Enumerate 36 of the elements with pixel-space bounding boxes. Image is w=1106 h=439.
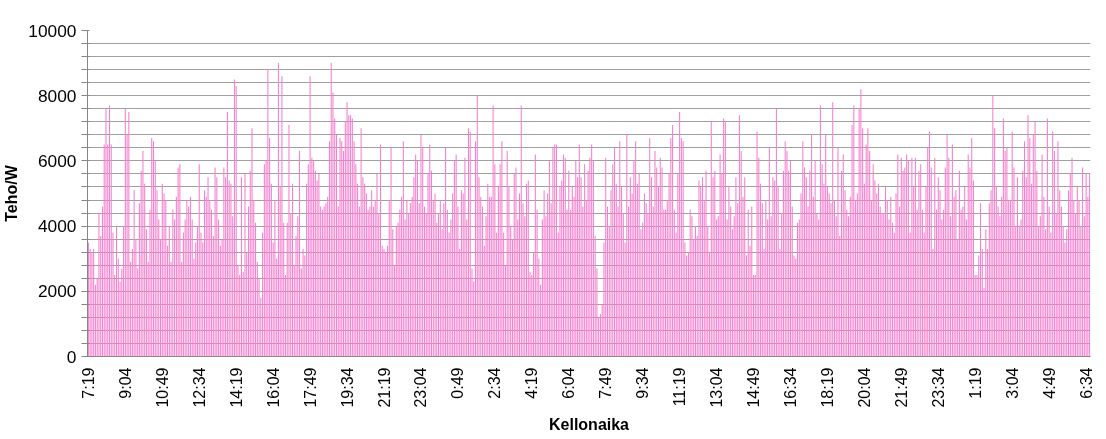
x-tick-label: 21:49 (892, 367, 910, 408)
x-tick-label: 19:34 (338, 367, 356, 408)
x-tick-label: 18:19 (818, 367, 836, 408)
x-tick-label: 4:19 (523, 367, 541, 399)
x-tick-label: 20:04 (855, 367, 873, 408)
x-tick-label: 0:49 (449, 367, 467, 399)
y-tick-label: 10000 (28, 20, 77, 41)
y-tick-label: 2000 (37, 281, 77, 302)
x-tick-label: 9:04 (116, 367, 134, 399)
y-axis-title: Teho/W (3, 164, 21, 222)
x-tick-label: 14:19 (227, 367, 245, 408)
x-tick-label: 7:19 (79, 367, 97, 399)
x-tick-label: 3:04 (1003, 367, 1021, 399)
x-tick-label: 4:49 (1040, 367, 1058, 399)
x-tick-label: 23:04 (412, 367, 430, 408)
x-tick-label: 1:19 (966, 367, 984, 399)
x-axis-title: Kellonaika (548, 415, 630, 433)
x-tick-label: 16:34 (781, 367, 799, 408)
x-tick-label: 6:04 (560, 367, 578, 399)
x-tick-label: 7:49 (597, 367, 615, 399)
x-tick-label: 21:19 (375, 367, 393, 408)
y-tick-label: 8000 (37, 85, 77, 106)
y-tick-label: 0 (66, 346, 77, 367)
x-tick-label: 23:34 (929, 367, 947, 408)
x-tick-label: 9:34 (634, 367, 652, 399)
y-tick-label: 6000 (37, 150, 77, 171)
x-tick-label: 16:04 (264, 367, 282, 408)
y-tick-label: 4000 (37, 216, 77, 237)
x-tick-label: 10:49 (153, 367, 171, 408)
x-tick-label: 6:34 (1077, 367, 1095, 399)
x-tick-label: 2:34 (486, 367, 504, 399)
x-tick-label: 14:49 (745, 367, 763, 408)
x-tick-label: 17:49 (301, 367, 319, 408)
x-tick-label: 13:04 (708, 367, 726, 408)
x-tick-label: 12:34 (190, 367, 208, 408)
x-tick-label: 11:19 (671, 367, 689, 407)
